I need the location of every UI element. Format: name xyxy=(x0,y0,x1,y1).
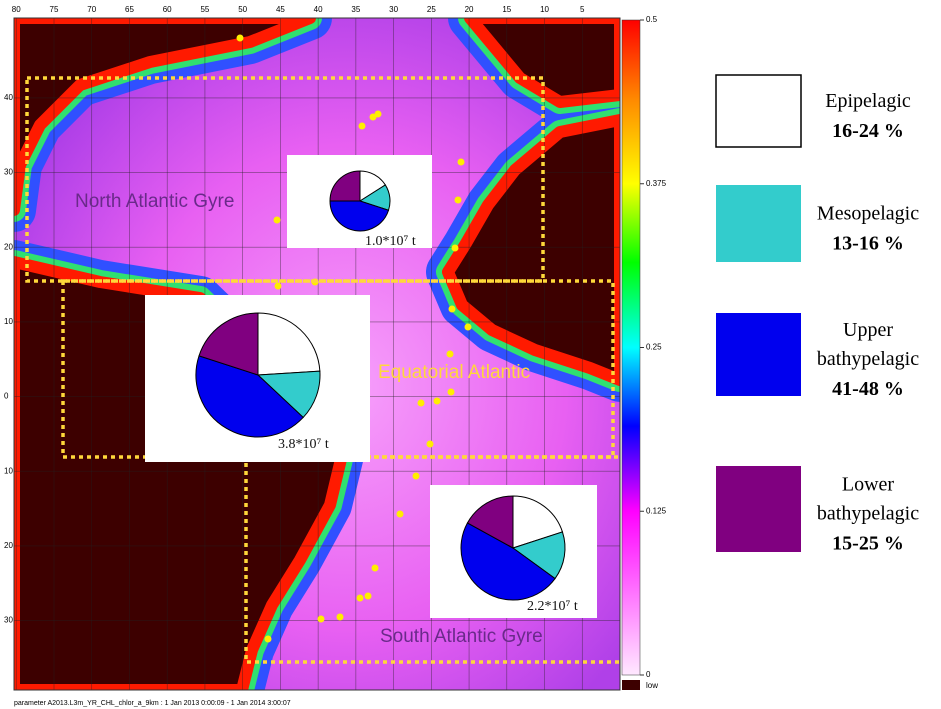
lon-tick-label: 15 xyxy=(502,5,511,14)
lat-tick-label: 0 xyxy=(4,392,9,401)
lon-tick-label: 60 xyxy=(163,5,172,14)
lon-tick-label: 65 xyxy=(125,5,134,14)
figure: low parameter A2013.L3m_YR_CHL_chlor_a_9… xyxy=(0,0,941,709)
lon-tick-label: 30 xyxy=(389,5,398,14)
lat-tick-label: 30 xyxy=(4,168,13,177)
colorbar-low-label: low xyxy=(646,681,658,690)
lat-tick-label: 10 xyxy=(4,466,13,475)
colorbar-tick-label: 0.25 xyxy=(646,343,662,352)
lat-tick-label: 40 xyxy=(4,93,13,102)
colorbar-tick-label: 0.125 xyxy=(646,506,667,515)
legend-range: 15-25 % xyxy=(832,533,904,555)
legend-swatch xyxy=(716,75,801,147)
region-label: North Atlantic Gyre xyxy=(75,191,234,212)
lat-tick-label: 30 xyxy=(4,616,13,625)
pie-total-label: 3.8*10⁷ t xyxy=(278,437,329,452)
lon-tick-label: 50 xyxy=(238,5,247,14)
region-label: South Atlantic Gyre xyxy=(380,626,543,647)
legend-label: Upper xyxy=(843,319,893,341)
lon-tick-label: 70 xyxy=(87,5,96,14)
colorbar-tick-label: 0.375 xyxy=(646,179,667,188)
lon-tick-label: 40 xyxy=(314,5,323,14)
legend-label: Lower xyxy=(842,474,895,496)
lon-tick-label: 5 xyxy=(580,5,585,14)
lat-tick-label: 10 xyxy=(4,317,13,326)
footer: parameter A2013.L3m_YR_CHL_chlor_a_9km :… xyxy=(14,700,291,707)
legend-label: bathypelagic xyxy=(817,503,919,525)
lon-tick-label: 45 xyxy=(276,5,285,14)
pie-total-label: 2.2*10⁷ t xyxy=(527,599,578,614)
lat-tick-label: 20 xyxy=(4,242,13,251)
legend-swatch xyxy=(716,466,801,552)
legend-label: Epipelagic xyxy=(825,90,911,112)
region-label: Equatorial Atlantic xyxy=(378,362,530,383)
legend-range: 41-48 % xyxy=(832,378,904,400)
pie-total-label: 1.0*10⁷ t xyxy=(365,234,416,249)
colorbar-low xyxy=(622,680,640,690)
legend-swatch xyxy=(716,313,801,396)
legend-range: 16-24 % xyxy=(832,120,904,142)
legend-label: Mesopelagic xyxy=(817,203,919,225)
colorbar xyxy=(622,20,640,675)
lon-tick-label: 25 xyxy=(427,5,436,14)
lon-tick-label: 75 xyxy=(50,5,59,14)
legend-label: bathypelagic xyxy=(817,348,919,370)
lon-tick-label: 35 xyxy=(351,5,360,14)
legend-range: 13-16 % xyxy=(832,233,904,255)
legend-swatch xyxy=(716,185,801,262)
colorbar-tick-label: 0.5 xyxy=(646,15,658,24)
lon-tick-label: 80 xyxy=(12,5,21,14)
lat-tick-label: 20 xyxy=(4,541,13,550)
colorbar-tick-label: 0 xyxy=(646,670,651,679)
lon-tick-label: 55 xyxy=(200,5,209,14)
lon-tick-label: 20 xyxy=(465,5,474,14)
lon-tick-label: 10 xyxy=(540,5,549,14)
